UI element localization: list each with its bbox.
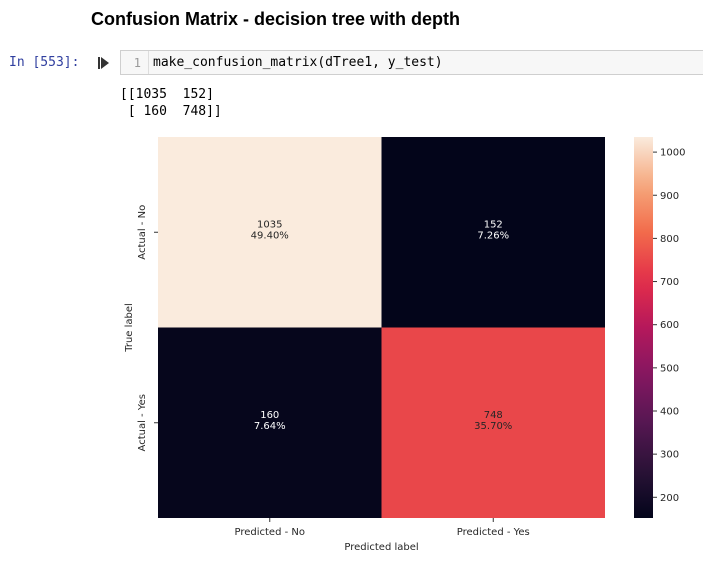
colorbar-tick-label: 900 xyxy=(660,191,679,202)
colorbar-tick-label: 800 xyxy=(660,234,679,245)
cell-annotation: 152 7.26% xyxy=(477,219,509,241)
line-gutter: 1 xyxy=(121,51,149,74)
colorbar-tick-label: 700 xyxy=(660,277,679,288)
colorbar-tick-label: 300 xyxy=(660,450,679,461)
x-axis-label: Predicted label xyxy=(344,542,418,553)
y-tick-label: Actual - No xyxy=(137,205,148,260)
heatmap-cell xyxy=(158,327,382,518)
x-tick-label: Predicted - Yes xyxy=(457,527,530,538)
colorbar-tick-label: 600 xyxy=(660,320,679,331)
cell-annotation: 1035 49.40% xyxy=(251,219,289,241)
output-line: [ 160 748]] xyxy=(120,104,222,119)
colorbar xyxy=(634,137,653,518)
heatmap-cell xyxy=(381,137,605,328)
heatmap-cell xyxy=(381,327,605,518)
line-number: 1 xyxy=(133,56,141,70)
cell-prompt: In [553]: xyxy=(9,55,80,70)
code-cell-input[interactable]: 1 make_confusion_matrix(dTree1, y_test) xyxy=(120,50,703,75)
code-text[interactable]: make_confusion_matrix(dTree1, y_test) xyxy=(153,55,443,70)
output-line: [[1035 152] xyxy=(120,87,214,102)
cell-output: [[1035 152] [ 160 748]] xyxy=(120,86,222,120)
colorbar-tick-label: 400 xyxy=(660,406,679,417)
y-axis-label: True label xyxy=(124,303,135,353)
y-tick-label: Actual - Yes xyxy=(137,394,148,451)
x-tick-label: Predicted - No xyxy=(234,527,305,538)
confusion-matrix-heatmap: 1035 49.40% 152 7.26% 160 7.64% 748 35.70% Predi… xyxy=(124,137,685,553)
cell-annotation: 748 35.70% xyxy=(474,410,512,432)
colorbar-tick-label: 500 xyxy=(660,363,679,374)
colorbar-tick-label: 200 xyxy=(660,493,679,504)
cell-annotation: 160 7.64% xyxy=(254,410,286,432)
colorbar-tick-label: 1000 xyxy=(660,148,685,159)
heatmap-cell xyxy=(158,137,382,328)
section-heading: Confusion Matrix - decision tree with de… xyxy=(91,9,461,29)
run-cell-icon[interactable] xyxy=(98,57,110,69)
